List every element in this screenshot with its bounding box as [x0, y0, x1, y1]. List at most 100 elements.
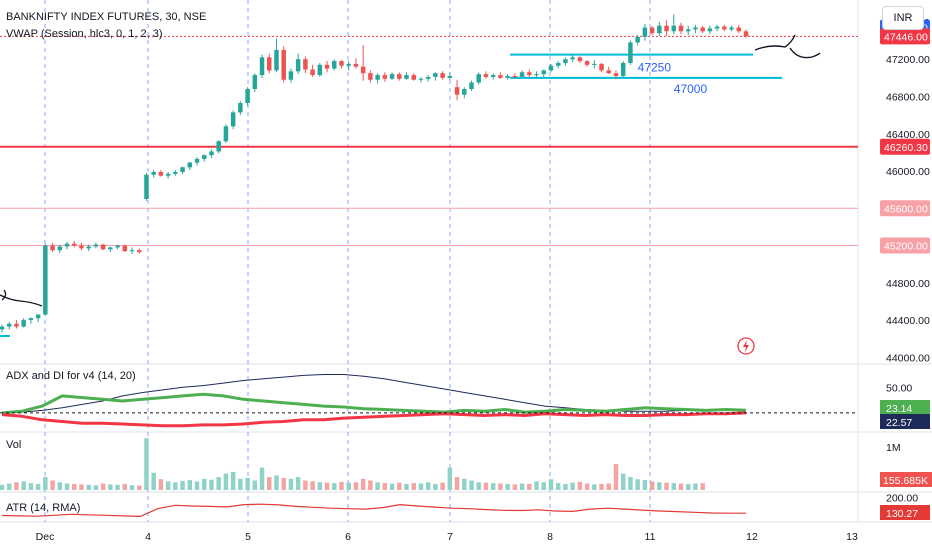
volume-bar — [534, 481, 539, 490]
volume-bar — [137, 485, 142, 490]
candle-body — [389, 74, 395, 79]
volume-bar — [678, 483, 684, 490]
lightning-icon[interactable] — [737, 337, 755, 355]
candle-body — [86, 246, 91, 249]
volume-bar — [165, 481, 171, 490]
volume-bar — [642, 480, 648, 490]
volume-bar — [173, 482, 178, 490]
adx-tick-label: 50.00 — [886, 382, 912, 394]
volume-bar — [303, 480, 308, 490]
candle-body — [230, 112, 236, 127]
candle-body — [317, 64, 323, 76]
candle-body — [144, 174, 149, 199]
volume-bar — [108, 484, 113, 490]
price-tick-label: 46800.00 — [886, 92, 930, 104]
currency-selector[interactable]: INR — [882, 6, 924, 30]
volume-bar — [274, 475, 279, 490]
candle-body — [440, 73, 445, 78]
candle-body — [288, 71, 294, 80]
volume-bar — [454, 477, 460, 490]
atr-value-label: 130.27 — [886, 508, 918, 520]
level-annotation[interactable]: 47250 — [638, 61, 672, 75]
candle-body — [599, 63, 604, 71]
candle-body — [635, 36, 640, 43]
candle-body — [642, 27, 648, 37]
volume-bar — [700, 483, 705, 490]
price-tick-label: 46400.00 — [886, 129, 930, 141]
x-tick-label: Dec — [36, 531, 55, 543]
volume-bar — [411, 483, 416, 490]
volume-bar — [541, 482, 546, 490]
candle-body — [274, 49, 279, 71]
candle-body — [570, 57, 575, 60]
candle-body — [332, 61, 337, 69]
volume-bar — [223, 473, 229, 490]
candle-body — [527, 72, 532, 76]
volume-bar — [64, 483, 70, 490]
price-tick-label: 44400.00 — [886, 315, 930, 327]
x-tick-label: 13 — [846, 531, 858, 543]
candle-body — [548, 65, 554, 71]
volume-bar — [151, 472, 156, 490]
candle-body — [353, 63, 359, 67]
volume-bar — [360, 478, 366, 490]
candle-body — [267, 57, 272, 71]
volume-bar — [693, 483, 698, 490]
symbol-title: BANKNIFTY INDEX FUTURES, 30, NSE — [6, 11, 206, 23]
candle-body — [122, 245, 128, 252]
volume-bar — [433, 483, 438, 490]
volume-bar — [375, 482, 380, 490]
candle-body — [151, 171, 156, 175]
candle-body — [100, 244, 106, 250]
volume-bar — [613, 464, 619, 490]
candle-body — [613, 73, 619, 77]
level-annotation[interactable]: 47000 — [674, 82, 708, 96]
volume-bar — [35, 483, 41, 490]
candle-body — [245, 89, 250, 104]
candle-body — [512, 76, 518, 78]
volume-bar — [86, 484, 91, 490]
candle-body — [6, 323, 12, 327]
candle-body — [657, 25, 662, 34]
adx-value-tag — [880, 414, 930, 429]
candle-body — [303, 59, 308, 70]
volume-bar — [570, 482, 575, 490]
volume-bar — [93, 485, 99, 490]
volume-bar — [267, 477, 272, 490]
volume-bar — [527, 483, 532, 490]
volume-bar — [353, 482, 359, 490]
volume-bar — [555, 483, 561, 490]
candle-body — [79, 245, 84, 249]
candle-body — [411, 75, 416, 80]
atr-tick-label: 200.00 — [886, 492, 918, 504]
candle-body — [469, 82, 474, 90]
x-tick-label: 11 — [645, 531, 656, 543]
volume-bar — [519, 483, 525, 490]
candle-body — [693, 27, 698, 30]
volume-bar — [483, 482, 489, 490]
volume-bar — [389, 483, 395, 490]
candle-body — [14, 323, 19, 327]
volume-bar — [187, 480, 193, 490]
volume-bar — [404, 483, 409, 490]
volume-bar — [194, 481, 200, 490]
price-tag — [880, 28, 930, 45]
volume-bar — [115, 484, 120, 490]
x-tick-label: 5 — [245, 531, 251, 543]
candle-body — [375, 75, 380, 80]
vol-value-label: 155.685K — [883, 475, 928, 487]
candle-body — [310, 69, 315, 76]
volume-bar — [238, 478, 243, 490]
volume-bar — [490, 483, 496, 490]
price-tick-label: 47200.00 — [886, 54, 930, 66]
candle-body — [368, 73, 373, 80]
candle-body — [707, 28, 713, 32]
volume-bar — [469, 480, 474, 490]
candle-body — [671, 25, 677, 32]
adx-legend: ADX and DI for v4 (14, 20) — [6, 370, 136, 382]
adx-value-tag — [880, 400, 930, 415]
candle-body — [447, 76, 453, 78]
candle-body — [678, 25, 684, 32]
volume-bar — [447, 467, 453, 490]
